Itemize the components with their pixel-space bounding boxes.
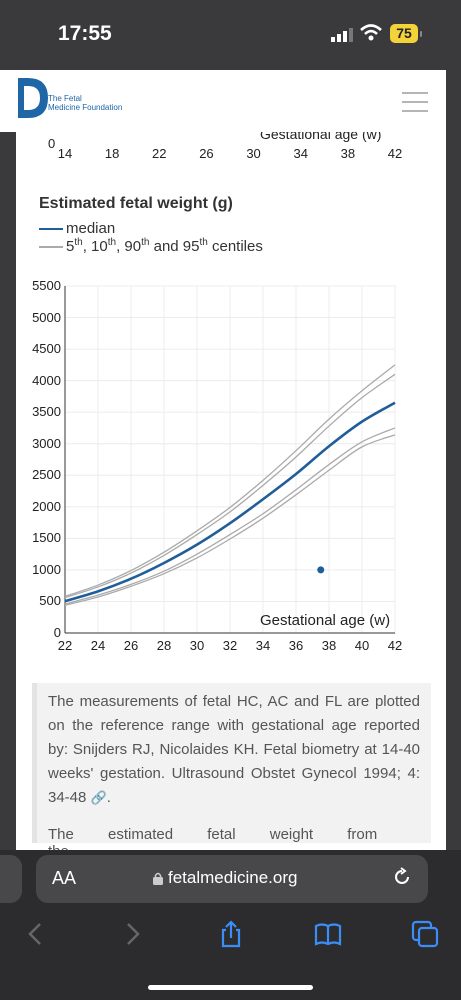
legend-centiles-text: 5th, 10th, 90th and 95th centiles (66, 237, 263, 255)
x-tick-label: 30 (189, 638, 205, 653)
battery-icon: 75 (390, 24, 418, 43)
fmf-logo-icon[interactable] (14, 76, 50, 120)
x-tick-label: 40 (354, 638, 370, 653)
series-line-90th (64, 373, 396, 599)
prev-chart-x-tick: 14 (57, 146, 73, 161)
url-text[interactable]: fetalmedicine.org (168, 868, 298, 887)
series-line-median (64, 401, 396, 603)
home-indicator (148, 985, 313, 990)
chart-title: Estimated fetal weight (g) (39, 195, 233, 212)
y-tick-label: 3500 (32, 404, 61, 420)
series-line-5th (64, 434, 396, 606)
prev-chart-axis-label: Gestational age (w) (260, 126, 382, 142)
legend-median-swatch (39, 228, 63, 231)
prev-chart-x-tick: 18 (104, 146, 120, 161)
lock-icon (153, 872, 163, 885)
prev-chart-x-tick: 38 (340, 146, 356, 161)
prev-chart-x-tick: 30 (246, 146, 261, 161)
forward-icon[interactable] (118, 920, 146, 948)
left-edge (0, 132, 16, 850)
menu-icon[interactable] (402, 92, 428, 112)
y-tick-label: 4000 (32, 372, 61, 388)
address-bar[interactable] (36, 855, 428, 903)
series-line-10th (64, 427, 396, 605)
x-tick-label: 26 (123, 638, 139, 653)
series-line-95th (64, 364, 396, 598)
reference-text: The measurements of fetal HC, AC and FL … (48, 693, 420, 806)
x-tick-label: 24 (90, 638, 106, 653)
reference-bar (32, 683, 37, 843)
y-tick-label: 2000 (32, 498, 61, 514)
signal-icon (331, 28, 353, 42)
share-icon[interactable] (217, 920, 245, 948)
x-tick-label: 22 (57, 638, 73, 653)
y-tick-label: 500 (39, 593, 61, 609)
x-tick-label: 36 (288, 638, 304, 653)
x-tick-label: 34 (255, 638, 271, 653)
efw-chart (64, 285, 396, 634)
legend-centile-swatch (39, 246, 63, 249)
reference-box (32, 683, 431, 843)
y-tick-label: 5000 (32, 309, 61, 325)
prev-chart-x-tick: 34 (293, 146, 308, 161)
y-tick-label: 4500 (32, 341, 61, 357)
scroll-edge (446, 70, 461, 850)
status-bar: 17:55 75 (0, 0, 461, 70)
y-tick-label: 3000 (32, 435, 61, 451)
site-header: The Fetal Medicine Foundation (0, 70, 446, 132)
link-icon[interactable]: 🔗 (90, 790, 107, 805)
x-tick-label: 28 (156, 638, 172, 653)
reader-settings-button[interactable]: AA (52, 868, 77, 888)
prev-chart-x-tick: 26 (199, 146, 214, 161)
y-tick-label: 0 (53, 625, 61, 640)
x-tick-label: 32 (222, 638, 238, 653)
reload-icon[interactable] (392, 867, 412, 887)
y-tick-label: 1500 (32, 530, 61, 546)
measurement-point (317, 566, 325, 574)
bookmarks-icon[interactable] (314, 920, 342, 948)
x-tick-label: 38 (321, 638, 337, 653)
x-tick-label: 42 (387, 638, 403, 653)
battery-cap (420, 31, 422, 37)
y-tick-label: 5500 (32, 278, 61, 293)
previous-tab[interactable] (0, 855, 22, 903)
prev-chart-x-tick: 22 (152, 146, 167, 161)
y-tick-label: 1000 (32, 561, 61, 577)
legend-median: median (39, 220, 115, 237)
x-axis-title: Gestational age (w) (260, 612, 391, 629)
tabs-icon[interactable] (411, 920, 439, 948)
y-tick-label: 2500 (32, 467, 61, 483)
wifi-icon (360, 24, 382, 41)
prev-chart-x-tick: 42 (387, 146, 403, 161)
legend-centiles: 5th, 10th, 90th and 95th centiles (39, 237, 263, 255)
site-logo-text: The Fetal Medicine Foundation (48, 94, 123, 112)
prev-chart-zero: 0 (48, 136, 56, 151)
clock: 17:55 (58, 22, 112, 45)
back-icon[interactable] (22, 920, 50, 948)
